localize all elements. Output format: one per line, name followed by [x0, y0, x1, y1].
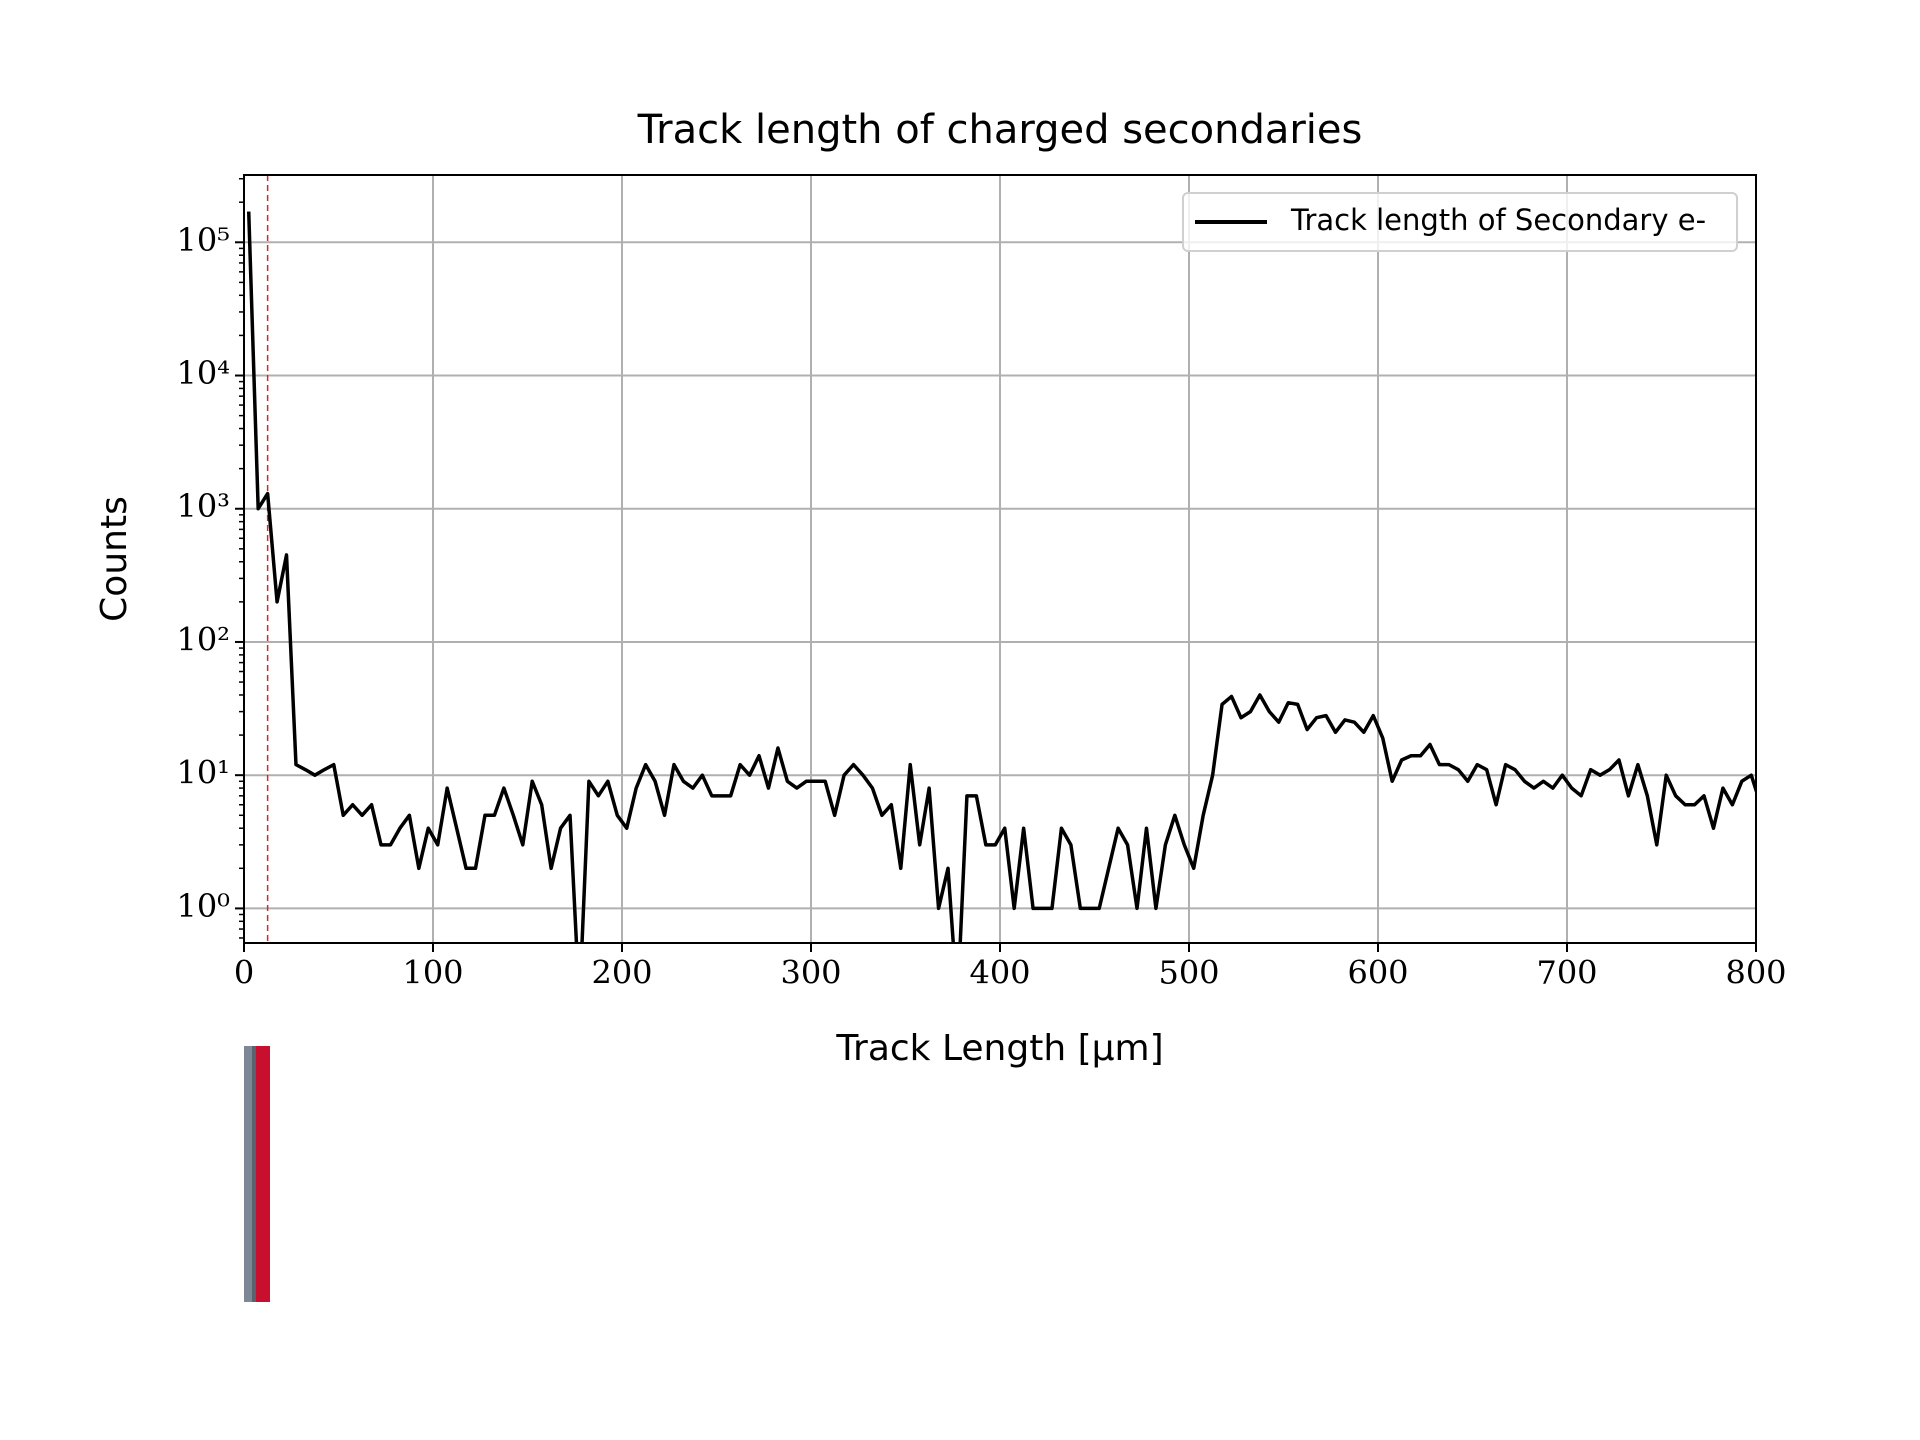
y-tick-label: 10⁴	[176, 354, 230, 392]
decoration-strip	[244, 1046, 270, 1302]
x-tick-label: 800	[1725, 954, 1786, 992]
y-tick-label: 10²	[176, 620, 230, 658]
chart-title: Track length of charged secondaries	[637, 107, 1363, 153]
x-tick-label: 600	[1347, 954, 1408, 992]
x-axis-label: Track Length [μm]	[835, 1028, 1163, 1069]
strip-part	[244, 1046, 252, 1302]
plot-frame	[243, 174, 1757, 944]
legend-box	[1182, 192, 1738, 252]
y-axis-label: Counts	[94, 496, 135, 622]
x-tick-label: 400	[969, 954, 1030, 992]
x-tick-label: 500	[1158, 954, 1219, 992]
legend-label: Track length of Secondary e-	[1290, 203, 1706, 237]
y-tick-label: 10⁵	[176, 221, 230, 259]
strip-part	[256, 1046, 270, 1302]
strip-part	[252, 1046, 256, 1302]
x-tick-label: 0	[234, 954, 254, 992]
plot-area	[246, 175, 1756, 943]
x-tick-label: 300	[780, 954, 841, 992]
data-line	[246, 211, 1756, 943]
y-tick-label: 10³	[176, 487, 230, 525]
y-tick-label: 10⁰	[176, 887, 230, 925]
x-tick-label: 100	[402, 954, 463, 992]
x-tick-label: 200	[591, 954, 652, 992]
x-tick-label: 700	[1536, 954, 1597, 992]
y-tick-label: 10¹	[176, 754, 230, 792]
